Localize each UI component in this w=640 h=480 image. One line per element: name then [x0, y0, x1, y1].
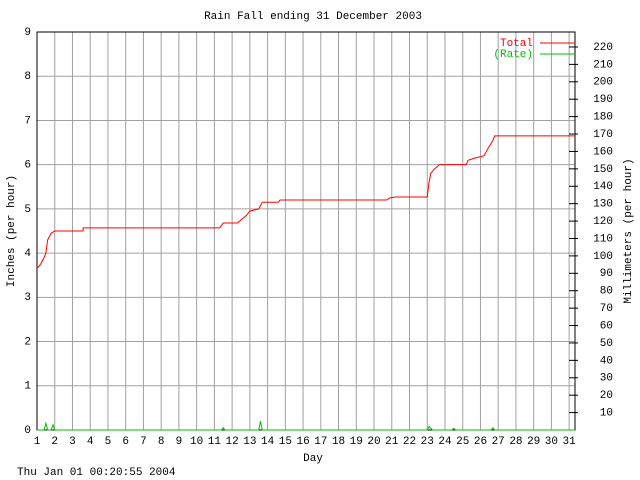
y2-tick-label: 20	[600, 390, 613, 402]
x-tick-label: 25	[456, 436, 469, 448]
x-tick-label: 28	[509, 436, 522, 448]
y-tick-label: 0	[24, 425, 31, 437]
x-tick-label: 1	[34, 436, 41, 448]
x-tick-label: 9	[176, 436, 183, 448]
data-line	[37, 421, 575, 431]
y2-tick-label: 200	[593, 77, 613, 89]
y2-tick-label: 110	[593, 233, 613, 245]
y2-tick-label: 150	[593, 164, 613, 176]
x-tick-label: 21	[385, 436, 399, 448]
y2-tick-label: 140	[593, 181, 613, 193]
x-tick-label: 27	[492, 436, 505, 448]
x-tick-label: 8	[158, 436, 165, 448]
x-tick-label: 13	[243, 436, 256, 448]
y2-tick-label: 180	[593, 112, 613, 124]
y2-tick-label: 100	[593, 251, 613, 263]
y2-tick-label: 60	[600, 320, 613, 332]
y2-tick-label: 30	[600, 373, 613, 385]
x-tick-label: 29	[527, 436, 540, 448]
legend-label: (Rate)	[493, 49, 533, 61]
x-tick-label: 5	[105, 436, 112, 448]
x-tick-label: 19	[350, 436, 363, 448]
y2-tick-label: 220	[593, 42, 613, 54]
x-tick-label: 14	[261, 436, 275, 448]
y2-tick-label: 90	[600, 268, 613, 280]
x-tick-label: 11	[208, 436, 222, 448]
y2-tick-label: 130	[593, 199, 613, 211]
y-tick-label: 4	[24, 248, 31, 260]
y-tick-label: 5	[24, 204, 31, 216]
plot-border	[36, 31, 576, 431]
x-tick-label: 24	[438, 436, 452, 448]
x-tick-label: 18	[332, 436, 345, 448]
x-axis-label: Day	[303, 453, 323, 465]
y2-tick-label: 10	[600, 407, 613, 419]
x-tick-label: 3	[69, 436, 76, 448]
timestamp: Thu Jan 01 00:20:55 2004	[17, 467, 176, 479]
y2-tick-label: 70	[600, 303, 613, 315]
x-tick-label: 17	[314, 436, 327, 448]
y2-tick-label: 210	[593, 59, 613, 71]
x-tick-label: 2	[51, 436, 58, 448]
x-tick-label: 16	[296, 436, 309, 448]
y-tick-label: 1	[24, 381, 31, 393]
chart-title: Rain Fall ending 31 December 2003	[204, 11, 422, 23]
y2-tick-label: 190	[593, 94, 613, 106]
x-tick-label: 26	[474, 436, 487, 448]
y-tick-label: 8	[24, 71, 31, 83]
x-tick-label: 7	[140, 436, 147, 448]
y-tick-label: 6	[24, 160, 31, 172]
y2-tick-label: 40	[600, 355, 613, 367]
x-tick-label: 4	[87, 436, 94, 448]
y-axis-label: Inches (per hour)	[6, 175, 18, 287]
y2-tick-label: 170	[593, 129, 613, 141]
x-tick-label: 20	[367, 436, 380, 448]
x-tick-label: 31	[563, 436, 577, 448]
data-line	[36, 135, 575, 269]
legend-label: Total	[500, 38, 533, 50]
y-tick-label: 7	[24, 115, 31, 127]
x-tick-label: 6	[122, 436, 129, 448]
y2-tick-label: 50	[600, 338, 613, 350]
y-tick-label: 3	[24, 292, 31, 304]
x-tick-label: 22	[403, 436, 416, 448]
y2-tick-label: 80	[600, 286, 613, 298]
y-tick-label: 9	[24, 27, 31, 39]
y2-axis-label: Millimeters (per hour)	[623, 158, 635, 303]
y2-tick-label: 120	[593, 216, 613, 228]
x-tick-label: 23	[421, 436, 434, 448]
y-tick-label: 2	[24, 336, 31, 348]
x-tick-label: 15	[279, 436, 292, 448]
x-tick-label: 30	[545, 436, 558, 448]
x-tick-label: 10	[190, 436, 203, 448]
y2-tick-label: 160	[593, 146, 613, 158]
x-tick-label: 12	[226, 436, 239, 448]
